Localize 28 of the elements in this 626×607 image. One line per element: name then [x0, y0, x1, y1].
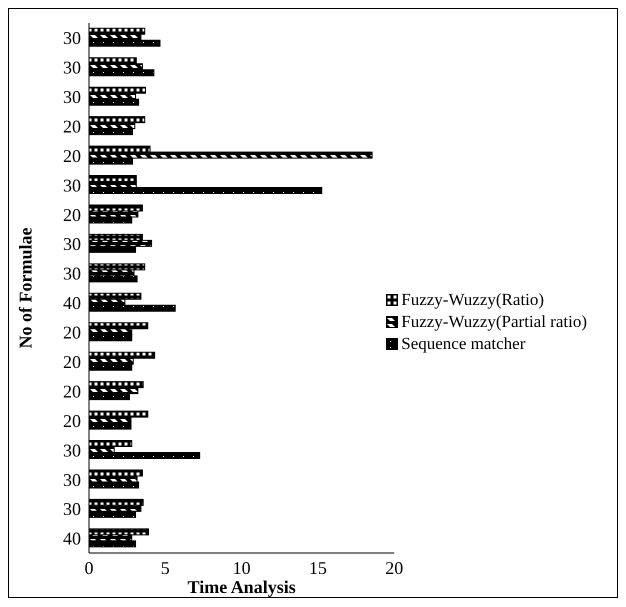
y-tick-label: 20: [63, 381, 81, 402]
y-tick-label: 30: [63, 499, 81, 520]
y-tick-label: 30: [63, 175, 81, 196]
x-tick-label: 0: [84, 558, 94, 578]
x-tick-label: 20: [385, 558, 404, 578]
y-tick-label: 30: [63, 58, 81, 78]
y-axis-title: No of Formulae: [15, 228, 36, 348]
y-tick-label: 20: [63, 322, 81, 343]
y-tick-label: 30: [63, 87, 81, 107]
x-tick-label: 10: [232, 558, 251, 578]
y-tick-label: 20: [63, 204, 81, 225]
legend-label: Fuzzy-Wuzzy(Ratio): [401, 289, 544, 311]
y-tick-label: 30: [63, 440, 81, 460]
y-tick-label: 20: [63, 410, 81, 431]
y-tick-label: 30: [63, 234, 81, 254]
y-tick-label: 30: [63, 28, 81, 48]
y-tick-label: 30: [63, 264, 81, 284]
x-tick-label: 5: [160, 558, 170, 578]
y-tick-label: 20: [63, 146, 81, 166]
y-tick-label: 40: [63, 293, 81, 314]
y-tick-label: 30: [63, 470, 81, 490]
y-tick-label: 20: [63, 116, 81, 136]
legend-label: Fuzzy-Wuzzy(Partial ratio): [401, 311, 587, 333]
x-tick-label: 15: [308, 558, 327, 578]
legend-label: Sequence matcher: [401, 333, 526, 355]
x-axis-title: Time Analysis: [188, 577, 296, 597]
y-tick-label: 40: [63, 528, 81, 549]
y-tick-label: 20: [63, 352, 81, 372]
